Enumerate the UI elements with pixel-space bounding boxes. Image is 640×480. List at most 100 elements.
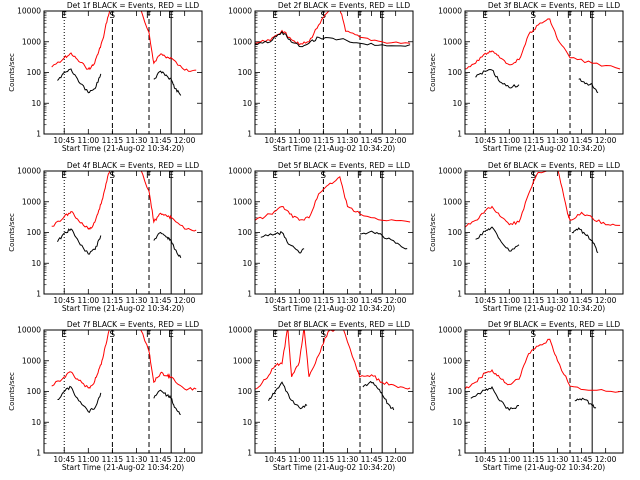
- y-tick-label: 10: [242, 259, 252, 268]
- y-tick-label: 10000: [17, 326, 41, 335]
- marker-label: F: [567, 171, 572, 181]
- plot-frame: [254, 10, 414, 135]
- y-tick-label: 10000: [228, 7, 252, 16]
- series-events-line: [57, 385, 102, 414]
- marker-label: E: [379, 330, 385, 340]
- marker-label: F: [146, 11, 151, 21]
- x-axis-label: Start Time (21-Aug-02 10:34:20): [273, 463, 395, 472]
- panel-9: Det 9f BLACK = Events, RED = LLD 1 10 100 10…: [429, 320, 624, 472]
- x-tick-label: 12:00: [595, 136, 617, 145]
- x-tick-label: 11:30: [126, 455, 148, 464]
- y-tick-label: 10000: [228, 167, 252, 176]
- x-tick-label: 10:45: [53, 455, 75, 464]
- x-tick-label: 11:45: [361, 455, 383, 464]
- y-tick-label: 1000: [443, 356, 462, 365]
- series-lld-line: [465, 18, 621, 70]
- x-tick-label: 11:15: [313, 136, 335, 145]
- y-tick-label: 1: [36, 449, 41, 458]
- panel-title: Det 2f BLACK = Events, RED = LLD: [278, 1, 411, 10]
- y-tick-label: 10: [31, 259, 41, 268]
- marker-label: E: [168, 330, 174, 340]
- panel-title: Det 5f BLACK = Events, RED = LLD: [278, 161, 411, 170]
- x-tick-label: 12:00: [174, 455, 196, 464]
- marker-label: E: [379, 171, 385, 181]
- y-tick-label: 100: [238, 68, 253, 77]
- x-tick-label: 12:00: [174, 136, 196, 145]
- marker-label: E: [482, 330, 488, 340]
- y-tick-label: 10: [242, 99, 252, 108]
- panel-5: Det 5f BLACK = Events, RED = LLD 1 10 100 10…: [228, 161, 414, 313]
- series-lld-line: [255, 11, 411, 46]
- x-tick-label: 12:00: [174, 296, 196, 305]
- x-axis-label: Start Time (21-Aug-02 10:34:20): [62, 144, 184, 153]
- x-tick-label: 11:00: [78, 296, 100, 305]
- y-tick-label: 10: [452, 259, 462, 268]
- series-events-line: [470, 385, 520, 411]
- x-tick-label: 11:00: [78, 136, 100, 145]
- x-tick-label: 11:15: [102, 136, 124, 145]
- x-tick-label: 10:45: [474, 296, 496, 305]
- x-tick-label: 11:15: [523, 296, 545, 305]
- y-tick-label: 10000: [438, 326, 462, 335]
- series-lld-line: [465, 338, 621, 393]
- panel-title: Det 8f BLACK = Events, RED = LLD: [278, 320, 411, 329]
- y-tick-label: 10000: [438, 167, 462, 176]
- y-tick-label: 100: [448, 68, 463, 77]
- x-tick-label: 10:45: [53, 296, 75, 305]
- marker-label: E: [589, 330, 595, 340]
- x-tick-label: 11:45: [571, 455, 593, 464]
- plot-frame: [43, 10, 203, 135]
- x-tick-label: 11:45: [361, 296, 383, 305]
- series-lld-line: [465, 171, 621, 228]
- series-events-line: [362, 380, 395, 411]
- panel-2: Det 2f BLACK = Events, RED = LLD 1 10 100 10…: [228, 1, 414, 153]
- y-tick-label: 1000: [233, 356, 252, 365]
- x-tick-label: 10:45: [474, 455, 496, 464]
- y-tick-label: 100: [238, 228, 253, 237]
- panel-8: Det 8f BLACK = Events, RED = LLD 1 10 100 10…: [228, 320, 414, 472]
- x-tick-label: 11:30: [126, 296, 148, 305]
- panel-6: Det 6f BLACK = Events, RED = LLD 1 10 100 10…: [429, 161, 624, 313]
- series-events-line: [475, 226, 520, 252]
- x-tick-label: 11:30: [126, 136, 148, 145]
- x-tick-label: 11:45: [571, 136, 593, 145]
- x-tick-label: 11:00: [289, 455, 311, 464]
- series-events-line: [359, 230, 408, 250]
- y-tick-label: 100: [27, 387, 42, 396]
- x-tick-label: 11:00: [289, 136, 311, 145]
- series-events-line: [153, 389, 181, 415]
- y-tick-label: 100: [27, 228, 42, 237]
- series-lld-line: [51, 171, 197, 232]
- x-tick-label: 11:00: [78, 455, 100, 464]
- x-tick-label: 10:45: [474, 136, 496, 145]
- y-tick-label: 1: [247, 290, 252, 299]
- marker-label: E: [61, 171, 67, 181]
- marker-label: S: [320, 330, 326, 340]
- plot-frame: [254, 170, 414, 295]
- y-tick-label: 1000: [22, 197, 41, 206]
- plot-frame: [464, 170, 624, 295]
- x-tick-label: 11:45: [571, 296, 593, 305]
- y-tick-label: 100: [238, 387, 253, 396]
- x-tick-label: 11:30: [547, 455, 569, 464]
- plot-frame: [464, 329, 624, 454]
- y-tick-label: 1: [36, 130, 41, 139]
- panel-7: Det 7f BLACK = Events, RED = LLD 1 10 100 10…: [8, 320, 203, 472]
- y-tick-label: 1: [36, 290, 41, 299]
- y-axis-label: Counts/sec: [8, 372, 16, 411]
- x-tick-label: 10:45: [53, 136, 75, 145]
- y-tick-label: 1: [247, 449, 252, 458]
- series-lld-line: [255, 330, 411, 390]
- x-tick-label: 12:00: [385, 136, 407, 145]
- x-tick-label: 11:45: [150, 296, 172, 305]
- x-tick-label: 11:45: [361, 136, 383, 145]
- x-tick-label: 11:00: [289, 296, 311, 305]
- marker-label: E: [589, 11, 595, 21]
- x-tick-label: 10:45: [264, 136, 286, 145]
- y-tick-label: 10000: [228, 326, 252, 335]
- marker-label: S: [320, 171, 326, 181]
- marker-label: S: [109, 330, 115, 340]
- marker-label: S: [109, 11, 115, 21]
- series-lld-line: [255, 175, 411, 223]
- y-tick-label: 1000: [22, 37, 41, 46]
